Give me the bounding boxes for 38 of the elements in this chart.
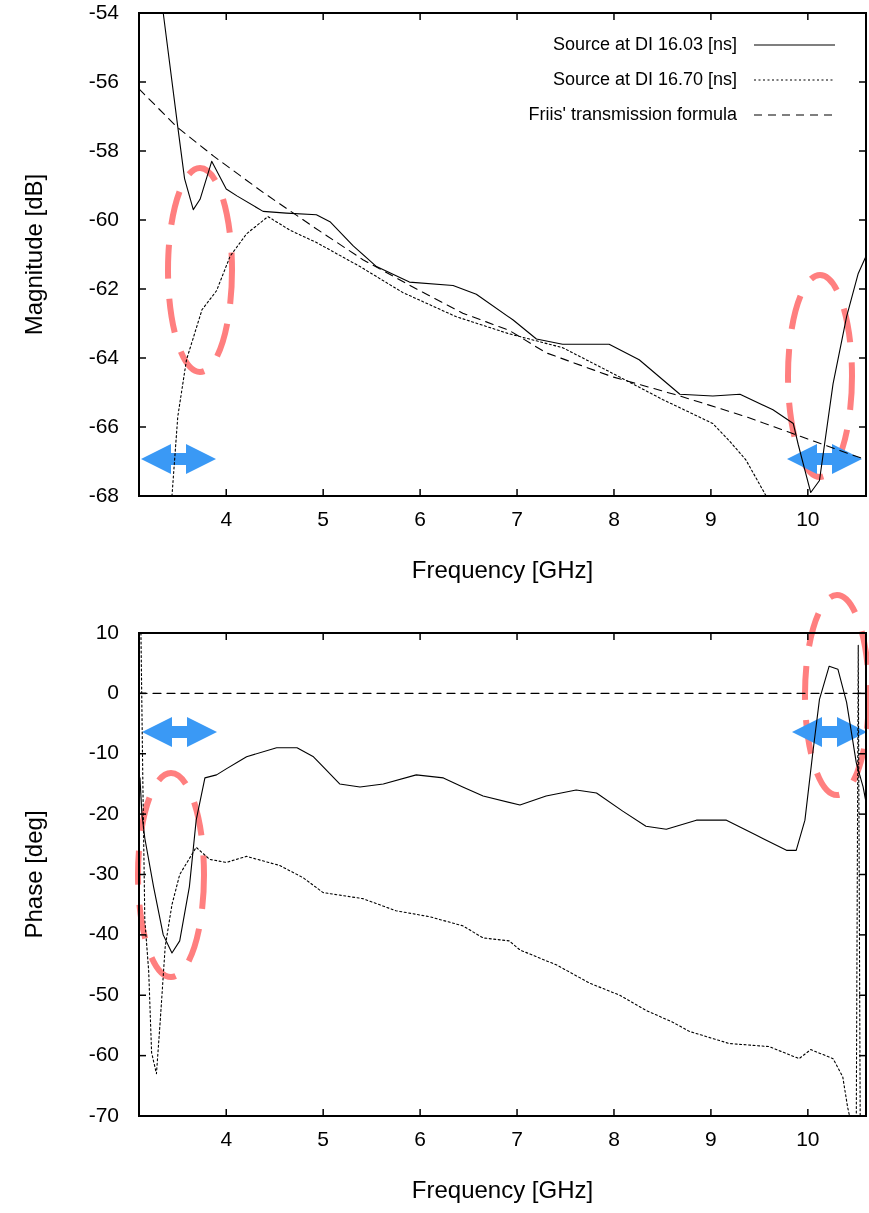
- x-tick-label: 10: [796, 507, 820, 530]
- x-tick-label: 5: [317, 1127, 330, 1150]
- x-tick-label: 8: [608, 507, 620, 530]
- y-tick-label: -56: [88, 68, 119, 92]
- x-tick-label: 6: [414, 507, 426, 530]
- x-tick-label: 6: [414, 1127, 426, 1150]
- x-tick-label: 9: [705, 1127, 717, 1150]
- x-tick-label: 4: [220, 1127, 233, 1150]
- x-tick-label: 8: [608, 1127, 620, 1150]
- x-tick-label: 7: [511, 1127, 523, 1150]
- legend-label: Source at DI 16.70 [ns]: [552, 68, 737, 89]
- y-tick-label: -68: [88, 482, 119, 506]
- x-tick-label: 7: [511, 507, 523, 530]
- legend-label: Source at DI 16.03 [ns]: [552, 33, 737, 54]
- y-tick-label: -58: [88, 137, 119, 161]
- y-tick-label: 10: [95, 619, 119, 643]
- y-tick-label: -20: [88, 800, 119, 824]
- y-tick-label: -60: [88, 206, 119, 230]
- x-tick-label: 9: [705, 507, 717, 530]
- y-tick-label: -40: [88, 921, 119, 945]
- x-tick-label: 10: [796, 1127, 820, 1150]
- x-tick-label: 4: [220, 507, 233, 530]
- y-tick-label: -70: [88, 1102, 119, 1126]
- y-tick-label: -54: [88, 0, 120, 23]
- y-axis-title: Magnitude [dB]: [20, 173, 47, 336]
- x-axis-title: Frequency [GHz]: [411, 1176, 594, 1203]
- y-tick-label: 0: [107, 679, 119, 703]
- y-tick-label: -64: [88, 344, 120, 368]
- y-tick-label: -50: [88, 981, 119, 1005]
- y-tick-label: -60: [88, 1042, 119, 1066]
- legend-label: Friis' transmission formula: [528, 103, 738, 124]
- y-tick-label: -10: [88, 740, 119, 764]
- y-tick-label: -30: [88, 861, 119, 885]
- x-axis-title: Frequency [GHz]: [411, 556, 594, 583]
- y-tick-label: -66: [88, 413, 119, 437]
- y-tick-label: -62: [88, 275, 119, 299]
- x-tick-label: 5: [317, 507, 330, 530]
- y-axis-title: Phase [deg]: [20, 810, 47, 939]
